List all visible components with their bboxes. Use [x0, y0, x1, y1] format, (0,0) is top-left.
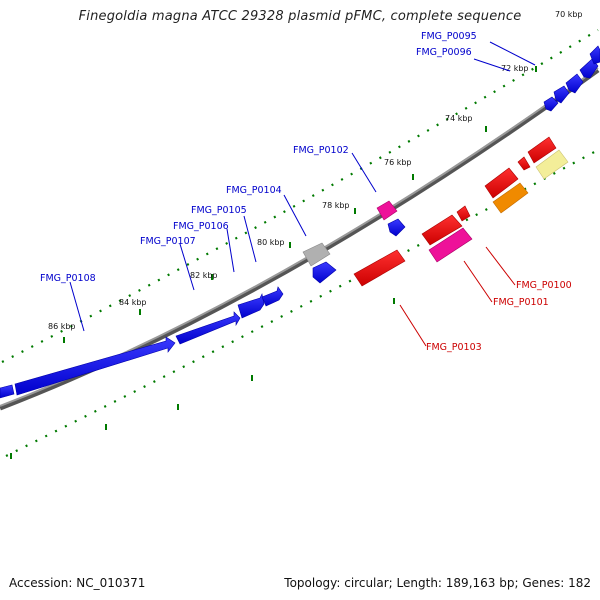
gene-reverse[interactable]: [353, 249, 406, 287]
gene-yellow[interactable]: [535, 149, 569, 180]
tick-label-76: 76 kbp: [384, 158, 412, 167]
gene-forward[interactable]: [589, 45, 600, 65]
gene-reverse[interactable]: [484, 167, 519, 199]
outer-tick-ring: [1, 29, 599, 363]
gene-forward[interactable]: [553, 85, 570, 104]
tick-label-78: 78 kbp: [322, 201, 350, 210]
gene-label-FMG_P0106[interactable]: FMG_P0106: [173, 221, 229, 232]
gene-reverse[interactable]: [456, 205, 471, 222]
gene-label-FMG_P0104[interactable]: FMG_P0104: [226, 185, 282, 196]
gene-forward[interactable]: [579, 58, 599, 79]
gene-label-FMG_P0107[interactable]: FMG_P0107: [140, 236, 196, 247]
gene-label-FMG_P0105[interactable]: FMG_P0105: [191, 205, 247, 216]
topology-summary: Topology: circular; Length: 189,163 bp; …: [284, 576, 591, 590]
gene-orange[interactable]: [492, 182, 529, 214]
gene-forward[interactable]: [175, 311, 241, 345]
map-title: Finegoldia magna ATCC 29328 plasmid pFMC…: [78, 9, 522, 24]
gene-forward[interactable]: [261, 286, 284, 307]
forward-gene-track: [0, 45, 600, 399]
tick-label-74: 74 kbp: [445, 114, 473, 123]
reverse-gene-track: [353, 136, 557, 287]
gene-label-FMG_P0103[interactable]: FMG_P0103: [426, 342, 482, 353]
gene-forward[interactable]: [14, 336, 176, 396]
gene-gray[interactable]: [302, 242, 331, 267]
gene-forward[interactable]: [543, 96, 559, 112]
tick-label-86: 86 kbp: [48, 322, 76, 331]
gene-reverse[interactable]: [421, 214, 463, 246]
gene-forward[interactable]: [237, 293, 265, 319]
gene-label-FMG_P0101[interactable]: FMG_P0101: [493, 297, 549, 308]
gene-magenta[interactable]: [428, 227, 473, 263]
tick-label-80: 80 kbp: [257, 238, 285, 247]
gene-label-FMG_P0095[interactable]: FMG_P0095: [421, 31, 477, 42]
inner-tick-ring: [5, 149, 599, 457]
plasmid-backbone: [0, 67, 600, 411]
gene-reverse[interactable]: [527, 136, 557, 164]
gene-label-FMG_P0100[interactable]: FMG_P0100: [516, 280, 572, 291]
gene-forward[interactable]: [312, 261, 337, 284]
gene-label-FMG_P0108[interactable]: FMG_P0108: [40, 273, 96, 284]
reverse-label-connectors: [399, 246, 516, 347]
gene-magenta[interactable]: [376, 200, 398, 221]
gene-forward[interactable]: [387, 218, 406, 237]
tick-label-82: 82 kbp: [190, 271, 218, 280]
gene-reverse[interactable]: [517, 156, 531, 171]
gene-forward[interactable]: [565, 73, 584, 94]
forward-label-connectors: [69, 41, 536, 332]
tick-label-72: 72 kbp: [501, 64, 529, 73]
gene-label-FMG_P0102[interactable]: FMG_P0102: [293, 145, 349, 156]
accession-text: Accession: NC_010371: [9, 576, 146, 590]
gene-forward[interactable]: [0, 384, 15, 399]
gene-label-FMG_P0096[interactable]: FMG_P0096: [416, 47, 472, 58]
tick-label-84: 84 kbp: [119, 298, 147, 307]
tick-label-70: 70 kbp: [555, 10, 583, 19]
major-ticks: [10, 66, 537, 459]
